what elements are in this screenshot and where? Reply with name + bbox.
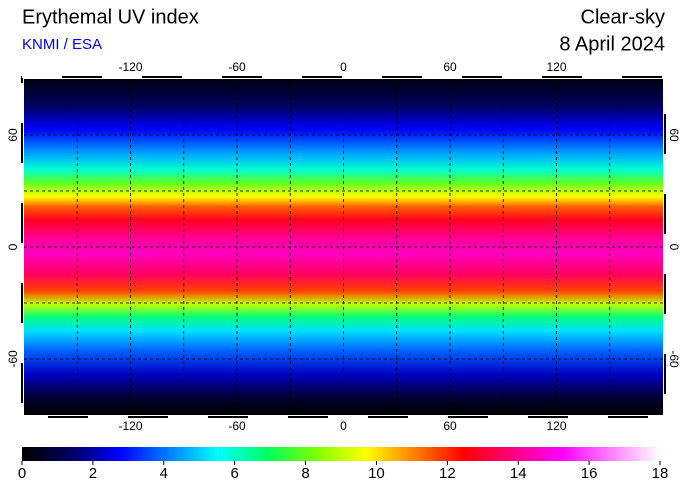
mode: Clear-sky: [581, 6, 665, 28]
colorbar-tick-label: 8: [301, 465, 309, 482]
lat-tick-label: 60: [667, 128, 681, 142]
lat-tick-label: 0: [667, 244, 681, 251]
colorbar-tick-label: 6: [230, 465, 238, 482]
colorbar-tick-label: 2: [89, 465, 97, 482]
lon-tick-label: -60: [228, 60, 246, 74]
lat-tick-label: -60: [6, 350, 20, 368]
lon-tick-label: 60: [443, 60, 457, 74]
colorbar: [22, 447, 660, 461]
lon-tick-label: -60: [228, 419, 246, 433]
lon-tick-label: 120: [546, 419, 566, 433]
lat-tick-label: 60: [6, 128, 20, 142]
lon-tick-label: 60: [443, 419, 457, 433]
colorbar-tick-label: 18: [652, 465, 669, 482]
colorbar-tick-label: 14: [510, 465, 527, 482]
lon-tick-label: 120: [546, 60, 566, 74]
lat-tick-label: -60: [667, 350, 681, 368]
colorbar-tick-label: 12: [439, 465, 456, 482]
lon-tick-label: -120: [118, 60, 142, 74]
lon-tick-label: 0: [340, 419, 347, 433]
title: Erythemal UV index: [22, 6, 199, 28]
colorbar-tick-label: 4: [160, 465, 168, 482]
colorbar-tick-label: 10: [368, 465, 385, 482]
colorbar-tick-label: 16: [581, 465, 598, 482]
subtitle: KNMI / ESA: [22, 36, 102, 53]
colorbar-tick-label: 0: [18, 465, 26, 482]
lat-tick-label: 0: [6, 243, 20, 250]
lon-tick-label: -120: [118, 419, 142, 433]
map-frame-ticks: [21, 76, 666, 418]
date: 8 April 2024: [559, 33, 665, 55]
lon-tick-label: 0: [340, 60, 347, 74]
